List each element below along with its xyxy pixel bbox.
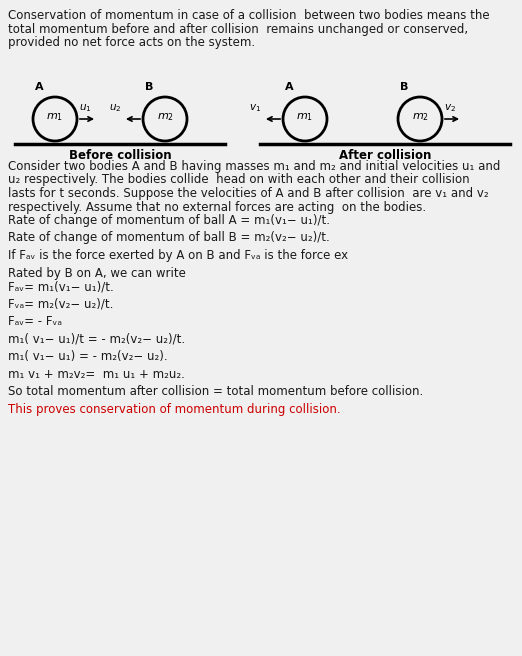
Text: provided no net force acts on the system.: provided no net force acts on the system… bbox=[8, 36, 255, 49]
Text: u₂ respectively. The bodies collide  head on with each other and their collision: u₂ respectively. The bodies collide head… bbox=[8, 173, 470, 186]
Text: lasts for t seconds. Suppose the velocities of A and B after collision  are v₁ a: lasts for t seconds. Suppose the velocit… bbox=[8, 187, 489, 200]
Text: m₁ v₁ + m₂v₂=  m₁ u₁ + m₂u₂.: m₁ v₁ + m₂v₂= m₁ u₁ + m₂u₂. bbox=[8, 367, 185, 380]
Text: Rate of change of momentum of ball A = m₁(v₁− u₁)/t.: Rate of change of momentum of ball A = m… bbox=[8, 214, 330, 227]
Text: A: A bbox=[285, 82, 293, 92]
Text: Fᵥₐ= m₂(v₂− u₂)/t.: Fᵥₐ= m₂(v₂− u₂)/t. bbox=[8, 298, 113, 310]
Text: B: B bbox=[145, 82, 153, 92]
Text: total momentum before and after collision  remains unchanged or conserved,: total momentum before and after collisio… bbox=[8, 22, 468, 35]
Text: So total momentum after collision = total momentum before collision.: So total momentum after collision = tota… bbox=[8, 385, 423, 398]
Text: If Fₐᵥ is the force exerted by A on B and Fᵥₐ is the force ex: If Fₐᵥ is the force exerted by A on B an… bbox=[8, 249, 348, 262]
Text: Before collision: Before collision bbox=[69, 149, 171, 162]
Text: $m_1$: $m_1$ bbox=[296, 111, 314, 123]
Text: Rated by B on A, we can write: Rated by B on A, we can write bbox=[8, 266, 186, 279]
Text: $m_2$: $m_2$ bbox=[411, 111, 429, 123]
Text: $u_1$: $u_1$ bbox=[79, 102, 91, 114]
Text: Fₐᵥ= - Fᵥₐ: Fₐᵥ= - Fᵥₐ bbox=[8, 315, 62, 328]
Text: This proves conservation of momentum during collision.: This proves conservation of momentum dur… bbox=[8, 403, 341, 415]
Text: $m_2$: $m_2$ bbox=[157, 111, 173, 123]
Text: Conservation of momentum in case of a collision  between two bodies means the: Conservation of momentum in case of a co… bbox=[8, 9, 490, 22]
Text: m₁( v₁− u₁) = - m₂(v₂− u₂).: m₁( v₁− u₁) = - m₂(v₂− u₂). bbox=[8, 350, 168, 363]
Text: $v_2$: $v_2$ bbox=[444, 102, 456, 114]
Text: A: A bbox=[35, 82, 44, 92]
Text: respectively. Assume that no external forces are acting  on the bodies.: respectively. Assume that no external fo… bbox=[8, 201, 426, 213]
Text: Consider two bodies A and B having masses m₁ and m₂ and initial velocities u₁ an: Consider two bodies A and B having masse… bbox=[8, 160, 501, 173]
Text: $v_1$: $v_1$ bbox=[249, 102, 261, 114]
Text: m₁( v₁− u₁)/t = - m₂(v₂− u₂)/t.: m₁( v₁− u₁)/t = - m₂(v₂− u₂)/t. bbox=[8, 333, 185, 346]
Text: $m_1$: $m_1$ bbox=[46, 111, 64, 123]
Text: After collision: After collision bbox=[339, 149, 431, 162]
Text: B: B bbox=[400, 82, 408, 92]
Text: Rate of change of momentum of ball B = m₂(v₂− u₂)/t.: Rate of change of momentum of ball B = m… bbox=[8, 232, 330, 245]
Text: $u_2$: $u_2$ bbox=[109, 102, 121, 114]
Text: Fₐᵥ= m₁(v₁− u₁)/t.: Fₐᵥ= m₁(v₁− u₁)/t. bbox=[8, 280, 114, 293]
